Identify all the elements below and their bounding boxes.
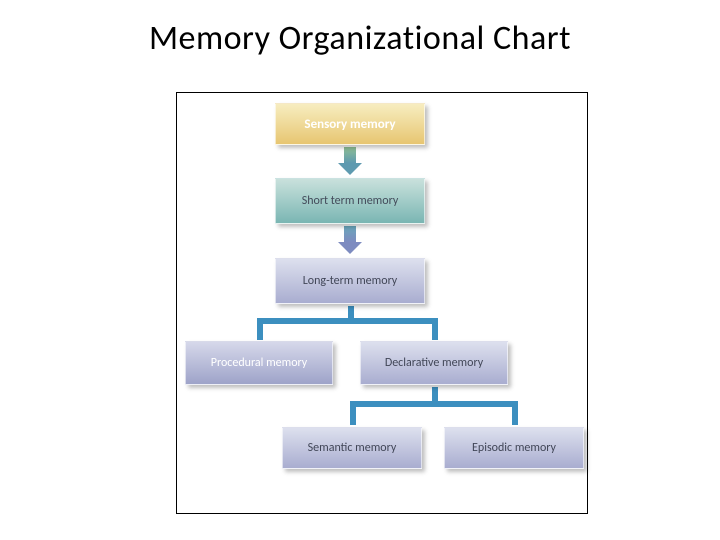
connector bbox=[432, 387, 438, 401]
page-title: Memory Organizational Chart bbox=[0, 18, 720, 59]
connector bbox=[257, 318, 437, 324]
node-episodic-memory: Episodic memory bbox=[444, 427, 584, 469]
node-short-term-memory: Short term memory bbox=[275, 178, 425, 224]
slide: Memory Organizational Chart Sensory memo… bbox=[0, 0, 720, 540]
node-label: Long-term memory bbox=[297, 274, 404, 288]
connector bbox=[512, 401, 518, 425]
connector bbox=[350, 401, 516, 407]
node-label: Sensory memory bbox=[298, 117, 401, 132]
connector bbox=[350, 401, 356, 425]
connector bbox=[432, 318, 438, 340]
node-label: Semantic memory bbox=[302, 441, 403, 455]
node-label: Declarative memory bbox=[379, 356, 489, 370]
node-sensory-memory: Sensory memory bbox=[275, 103, 425, 145]
node-long-term-memory: Long-term memory bbox=[275, 258, 425, 304]
node-label: Procedural memory bbox=[205, 356, 313, 370]
node-label: Episodic memory bbox=[466, 441, 562, 455]
node-semantic-memory: Semantic memory bbox=[282, 427, 422, 469]
node-procedural-memory: Procedural memory bbox=[185, 341, 333, 385]
connector bbox=[348, 306, 354, 318]
node-declarative-memory: Declarative memory bbox=[360, 341, 508, 385]
connector bbox=[257, 318, 263, 340]
node-label: Short term memory bbox=[296, 194, 405, 208]
